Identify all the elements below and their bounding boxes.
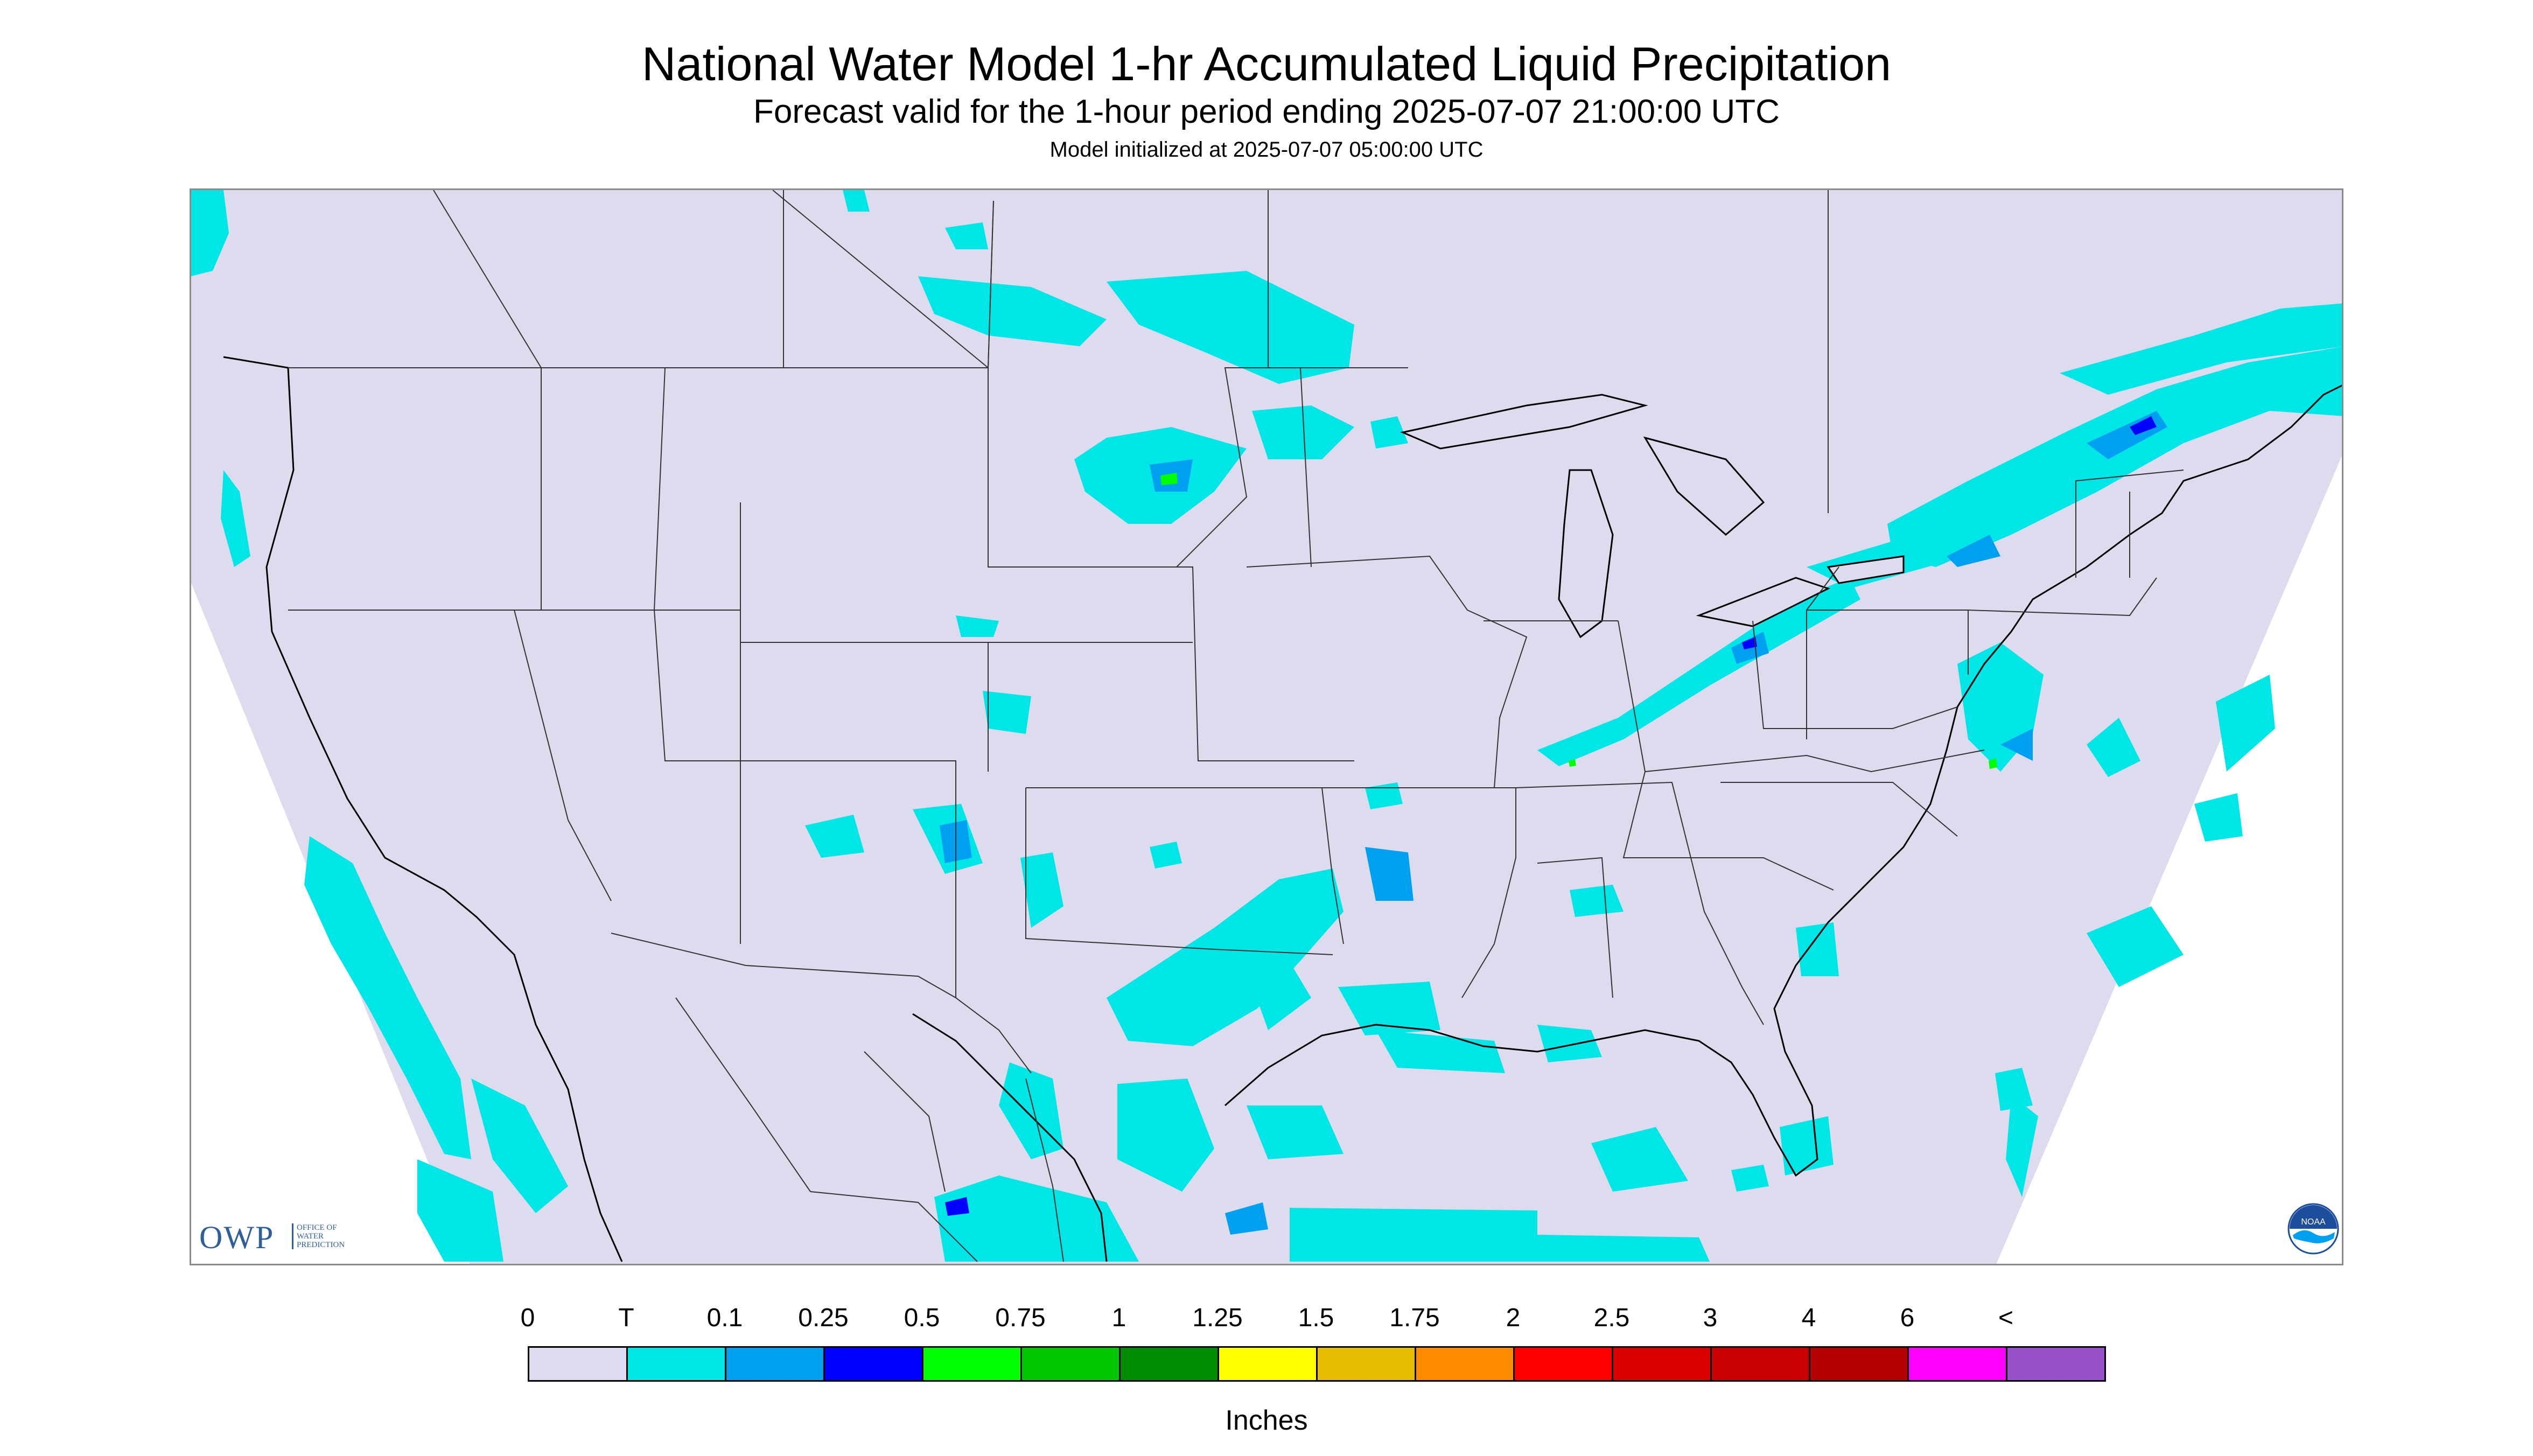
owp-logo-text: OFFICE OF WATER PREDICTION [292,1223,356,1249]
legend-label: 0.75 [995,1304,1046,1332]
legend-label: 6 [1900,1304,1915,1332]
legend-label: T [618,1304,634,1332]
map-subtitle: Forecast valid for the 1-hour period end… [753,93,1780,130]
legend-swatch [1710,1346,1810,1382]
legend-swatch [1119,1346,1219,1382]
legend-label: 3 [1703,1304,1718,1332]
us-outline [223,356,2342,1262]
precip-intense-spots [945,416,2157,1216]
legend-label: 1.5 [1298,1304,1334,1332]
legend-units: Inches [1225,1405,1308,1436]
mexico-boundaries [611,933,1064,1262]
noaa-logo-text: NOAA [2301,1217,2326,1227]
state-boundaries [288,190,2184,1025]
legend-label: 0 [520,1304,535,1332]
noaa-logo: NOAA [2287,1203,2339,1255]
great-lakes [1400,394,1905,639]
precipitation-map [191,190,2342,1264]
legend-label: 1.75 [1389,1304,1440,1332]
legend-swatch [922,1346,1022,1382]
map-title: National Water Model 1-hr Accumulated Li… [641,37,1892,90]
legend-swatch [1809,1346,1909,1382]
legend-swatch [725,1346,825,1382]
map-panel [190,188,2343,1265]
legend-swatch [2006,1346,2106,1382]
legend-swatch [1217,1346,1318,1382]
precip-moderate-spots [1160,473,1997,769]
legend-swatch [528,1346,628,1382]
legend-swatch [1513,1346,1613,1382]
legend-swatch [1612,1346,1712,1382]
legend-swatch [823,1346,923,1382]
model-domain [191,190,2342,1264]
legend-swatch [1907,1346,2007,1382]
legend-label: 2 [1506,1304,1521,1332]
legend-label: 0.1 [706,1304,743,1332]
legend-label: < [1998,1304,2014,1332]
owp-logo: OWP OFFICE OF WATER PREDICTION [199,1219,393,1257]
owp-logo-letters: OWP [199,1220,275,1255]
legend-swatch [1020,1346,1121,1382]
legend-label: 0.5 [904,1304,940,1332]
model-init-line: Model initialized at 2025-07-07 05:00:00… [1049,138,1484,162]
legend-swatch [626,1346,726,1382]
legend-swatch [1415,1346,1515,1382]
legend-label: 4 [1801,1304,1816,1332]
legend-label: 1 [1111,1304,1126,1332]
legend-swatch [1316,1346,1416,1382]
legend-label: 0.25 [798,1304,849,1332]
legend-label: 1.25 [1192,1304,1243,1332]
precip-legend [528,1346,2106,1384]
legend-label: 2.5 [1593,1304,1630,1332]
